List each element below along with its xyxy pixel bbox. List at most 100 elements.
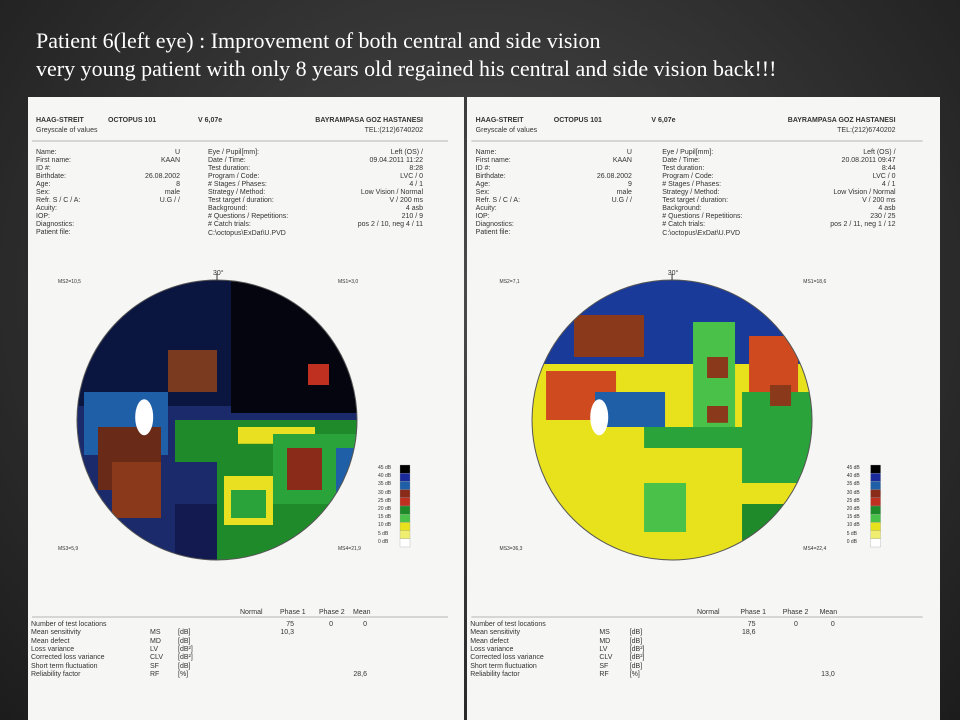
field-label: Name: — [475, 149, 497, 156]
scale-label: 0 dB — [378, 538, 389, 545]
cell-value: 13,0 — [821, 670, 835, 678]
slide-title: Patient 6(left eye) : Improvement of bot… — [36, 28, 601, 53]
cell-value: 0 — [329, 621, 333, 628]
cell-value: 0 — [793, 621, 798, 628]
tel: TEL:(212)6740202 — [837, 127, 896, 134]
scale-label: 45 dB — [378, 465, 392, 471]
row-abbr: MS — [150, 629, 161, 637]
brand: HAAG-STREIT — [36, 117, 84, 124]
field-label: ID #: — [475, 165, 491, 172]
row-unit: [dB²] — [629, 654, 645, 662]
scale-label: 25 dB — [846, 497, 860, 504]
scale-label: 40 dB — [378, 473, 392, 480]
scale-swatch — [870, 464, 881, 474]
scale-label: 30 dB — [378, 489, 392, 496]
field-value: pos 2 / 11, neg 1 / 12 — [830, 221, 896, 228]
scale-label: 40 dB — [846, 473, 860, 480]
field-label: Sex: — [36, 189, 51, 196]
column-header: Mean — [819, 609, 838, 616]
field-label: Strategy / Method: — [208, 189, 266, 196]
field-label: IOP: — [36, 213, 51, 220]
row-label: Corrected loss variance — [470, 654, 544, 662]
field-label: Test target / duration: — [662, 197, 729, 204]
row-label: Reliability factor — [31, 670, 81, 678]
scale-swatch — [870, 473, 881, 482]
field-label: Patient file: — [475, 229, 511, 236]
model: OCTOPUS 101 — [553, 117, 602, 124]
quadrant-label: MS4=21,9 — [338, 546, 361, 552]
field-label: # Stages / Phases: — [208, 181, 267, 188]
scale-swatch — [399, 538, 411, 548]
row-label: Short term fluctuation — [470, 662, 537, 670]
column-header: Phase 1 — [740, 609, 767, 616]
field-value: U.G / / — [611, 197, 632, 204]
field-label: Test duration: — [208, 165, 251, 172]
row-label: Mean defect — [470, 637, 509, 645]
row-abbr: MD — [599, 637, 611, 645]
scale-label: 45 dB — [846, 465, 860, 471]
field-label: Eye / Pupil[mm]: — [208, 149, 259, 156]
scale-label: 15 dB — [378, 514, 392, 521]
scale-swatch — [399, 489, 411, 498]
field-label: Program / Code: — [208, 173, 260, 180]
scale-label: 5 dB — [378, 530, 389, 537]
row-label: Loss variance — [31, 645, 75, 653]
row-label: Corrected loss variance — [31, 654, 105, 662]
field-label: Date / Time: — [662, 157, 700, 164]
cell-value: 10,3 — [280, 629, 294, 637]
field-value: 20.08.2011 09:47 — [841, 157, 896, 164]
cell-value: 0 — [830, 621, 835, 628]
field-map — [471, 140, 923, 618]
field-label: Age: — [36, 181, 51, 188]
quadrant-label: MS3=36,3 — [499, 546, 523, 552]
field-label: Date / Time: — [208, 157, 246, 164]
row-label: Reliability factor — [470, 670, 520, 678]
field-value: 9 — [628, 181, 632, 188]
field-value: Left (OS) / — [863, 149, 896, 156]
map-patch — [742, 504, 799, 546]
row-label: Number of test locations — [31, 621, 107, 628]
field-label: Background: — [662, 205, 702, 212]
row-unit: [dB] — [178, 662, 191, 670]
map-area — [532, 280, 813, 560]
scale-swatch — [870, 489, 881, 498]
field-label: Test target / duration: — [208, 197, 274, 204]
field-label: Birthdate: — [36, 173, 66, 180]
row-unit: [dB] — [178, 629, 191, 637]
map-patch — [231, 490, 266, 518]
field-value: pos 2 / 10, neg 4 / 11 — [357, 221, 423, 228]
column-header: Phase 2 — [319, 609, 345, 616]
field-label: Background: — [208, 205, 248, 212]
row-label: Number of test locations — [470, 621, 546, 628]
row-unit: [dB²] — [178, 654, 193, 662]
field-value: 4 asb — [405, 205, 423, 212]
row-label: Mean defect — [31, 637, 70, 645]
map-area — [77, 280, 357, 560]
cell-value: 28,6 — [353, 670, 367, 678]
quadrant-label: MS3=5,9 — [58, 546, 79, 552]
field-value: 4 / 1 — [881, 181, 896, 188]
brand: HAAG-STREIT — [475, 117, 524, 124]
map-patch — [770, 385, 792, 406]
map-patch — [231, 280, 357, 413]
hospital: BAYRAMPASA GOZ HASTANESI — [787, 117, 896, 124]
map-patch — [749, 336, 799, 392]
field-value: LVC / 0 — [400, 173, 423, 180]
scale-label: 0 dB — [846, 538, 857, 545]
row-abbr: MD — [150, 637, 161, 645]
map-patch — [308, 364, 329, 385]
field-value: 8:44 — [881, 165, 896, 172]
map-patch — [707, 406, 729, 423]
column-header: Phase 1 — [280, 609, 306, 616]
scale-swatch — [870, 497, 881, 507]
report-subtitle: Greyscale of values — [475, 127, 538, 134]
scale-swatch — [870, 514, 881, 523]
tel: TEL:(212)6740202 — [364, 127, 423, 134]
angle-label: 30° — [213, 270, 224, 277]
row-abbr: RF — [599, 670, 609, 678]
blind-spot — [590, 399, 609, 436]
field-label: # Stages / Phases: — [662, 181, 722, 188]
field-value: 8 — [176, 181, 180, 188]
field-label: Test duration: — [662, 165, 705, 172]
